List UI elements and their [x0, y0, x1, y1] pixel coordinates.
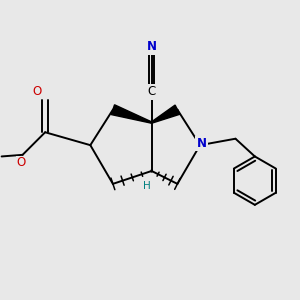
Text: N: N — [196, 137, 207, 150]
Polygon shape — [111, 105, 152, 123]
Text: O: O — [16, 157, 26, 169]
Text: H: H — [143, 181, 151, 190]
Text: O: O — [32, 85, 42, 98]
Text: N: N — [147, 40, 157, 53]
Text: C: C — [148, 85, 156, 98]
Polygon shape — [151, 105, 180, 123]
